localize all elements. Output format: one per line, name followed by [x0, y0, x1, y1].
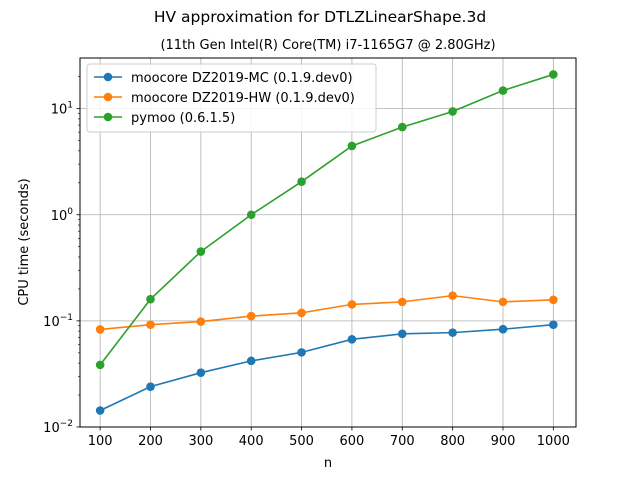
data-point: [297, 308, 306, 318]
y-tick-base: 10: [51, 209, 68, 224]
x-tick-label: 800: [440, 434, 465, 449]
x-tick-label: 400: [239, 434, 264, 449]
data-point: [549, 70, 558, 79]
data-point: [397, 297, 407, 307]
legend-marker: [103, 112, 113, 122]
y-tick-exponent: −2: [60, 419, 73, 429]
y-tick-label: 10−1: [43, 313, 73, 330]
data-point: [498, 324, 508, 334]
x-tick-label: 100: [88, 434, 113, 449]
x-tick-label: 700: [390, 434, 415, 449]
x-tick-label: 600: [340, 434, 365, 449]
data-point: [246, 210, 256, 220]
data-point: [397, 329, 407, 339]
x-tick-label: 500: [289, 434, 314, 449]
data-point: [146, 320, 155, 330]
y-tick-exponent: 0: [67, 207, 73, 217]
y-tick-label: 10−2: [43, 419, 73, 436]
legend-label: moocore DZ2019-MC (0.1.9.dev0): [131, 71, 353, 86]
legend-marker: [103, 92, 113, 102]
data-point: [498, 297, 508, 307]
data-point: [95, 325, 105, 334]
series-line: [99, 73, 554, 366]
legend: moocore DZ2019-MC (0.1.9.dev0) moocore DZ…: [86, 63, 377, 133]
data-point: [196, 368, 206, 377]
chart-title: HV approximation for DTLZLinearShape.3d: [154, 8, 486, 26]
series-line: [100, 294, 554, 331]
data-point: [146, 294, 155, 304]
data-point: [549, 320, 558, 330]
series-2: [95, 70, 558, 370]
data-point: [549, 295, 558, 305]
x-tick-label: 300: [188, 434, 213, 449]
data-point: [196, 317, 206, 326]
plot-frame: [79, 57, 577, 428]
y-tick-base: 10: [43, 315, 60, 330]
legend-box: [86, 63, 377, 133]
series-line: [99, 323, 554, 412]
y-tick-exponent: −1: [60, 313, 73, 323]
data-point: [246, 356, 256, 366]
data-point: [448, 107, 457, 116]
data-point: [146, 382, 155, 391]
data-point: [196, 247, 206, 256]
y-tick-label: 101: [51, 101, 73, 118]
data-point: [498, 86, 508, 95]
data-point: [297, 348, 306, 357]
series-1: [95, 291, 558, 334]
chart-subtitle: (11th Gen Intel(R) Core(TM) i7-1165G7 @ …: [160, 38, 495, 53]
data-point: [397, 122, 407, 132]
data-point: [448, 291, 457, 300]
x-axis-label: n: [324, 456, 332, 471]
y-tick-base: 10: [43, 421, 60, 436]
y-tick-exponent: 1: [67, 101, 73, 111]
data-point: [347, 141, 357, 151]
y-tick-label: 100: [51, 207, 74, 224]
legend-label: pymoo (0.6.1.5): [131, 111, 235, 126]
data-point: [448, 328, 457, 337]
x-axis-ticks: 100 200 300 400 500 600 700 800 900 1000: [88, 427, 570, 449]
data-point: [95, 406, 105, 415]
legend-label: moocore DZ2019-HW (0.1.9.dev0): [131, 91, 355, 106]
data-point: [297, 177, 306, 186]
x-tick-label: 1000: [537, 434, 570, 449]
data-point: [347, 335, 357, 344]
series-0: [95, 320, 558, 415]
y-axis-label: CPU time (seconds): [17, 178, 32, 305]
data-point: [347, 300, 357, 309]
legend-marker: [103, 72, 113, 82]
x-tick-label: 200: [138, 434, 163, 449]
x-tick-label: 900: [491, 434, 516, 449]
y-tick-base: 10: [51, 103, 68, 118]
data-point: [246, 311, 256, 321]
series-layer: [95, 70, 558, 415]
data-point: [95, 360, 105, 370]
